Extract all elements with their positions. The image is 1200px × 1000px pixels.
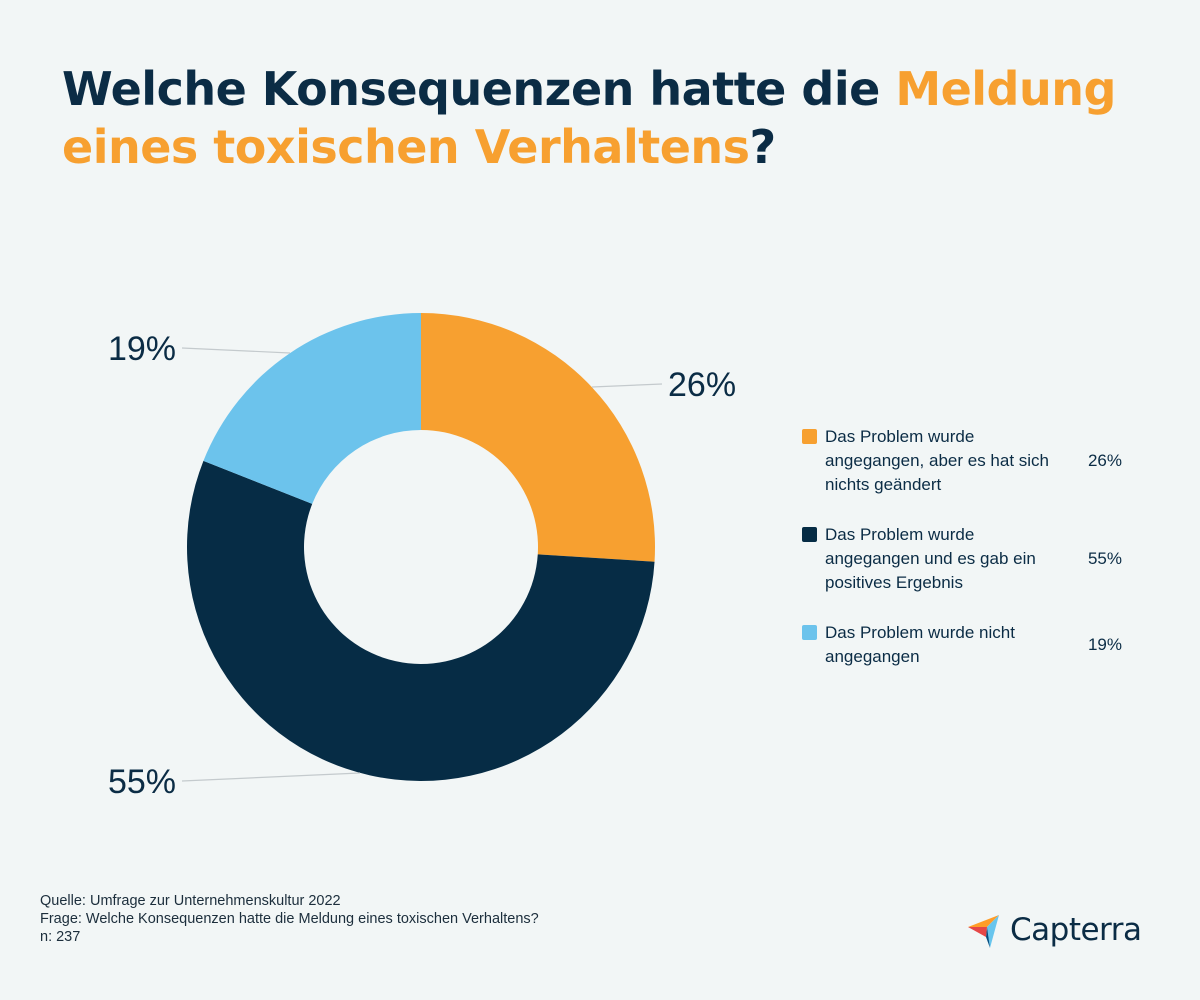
donut-slice-1: [421, 313, 656, 562]
legend-label-3: Das Problem wurde nicht angegangen: [825, 623, 1015, 666]
legend-label-1: Das Problem wurde angegangen, aber es ha…: [825, 427, 1050, 494]
question-note: Frage: Welche Konsequenzen hatte die Mel…: [40, 911, 539, 927]
title-part-3: ?: [749, 120, 777, 174]
capterra-arrow-icon: [968, 915, 999, 948]
title-highlight-2: eines toxischen Verhaltens: [62, 120, 750, 174]
legend-label-2: Das Problem wurde angegangen und es gab …: [825, 525, 1036, 592]
legend-swatch-2: [802, 527, 817, 542]
leader-line-2: [181, 772, 361, 782]
capterra-logo: Capterra: [966, 908, 1142, 952]
legend-item-2: Das Problem wurde angegangen und es gab …: [802, 523, 1122, 595]
slice-value-label-1: 26%: [668, 366, 736, 404]
legend-swatch-1: [802, 429, 817, 444]
title-part-1: Welche Konsequenzen hatte die: [62, 62, 896, 116]
title-highlight-1: Meldung: [895, 62, 1116, 116]
chart-legend: Das Problem wurde angegangen, aber es ha…: [802, 425, 1122, 669]
donut-slice-2: [187, 460, 655, 781]
leader-line-1: [591, 383, 663, 388]
source-note: Quelle: Umfrage zur Unternehmenskultur 2…: [40, 893, 341, 909]
slice-value-label-2: 55%: [108, 763, 176, 801]
leader-line-3: [181, 347, 291, 354]
sample-size-note: n: 237: [40, 929, 81, 945]
legend-item-1: Das Problem wurde angegangen, aber es ha…: [802, 425, 1122, 497]
legend-value-1: 26%: [1087, 451, 1122, 470]
legend-item-3: Das Problem wurde nicht angegangen 19%: [802, 621, 1122, 669]
chart-footer: Quelle: Umfrage zur Unternehmenskultur 2…: [40, 892, 539, 946]
slice-value-label-3: 19%: [108, 330, 176, 368]
capterra-logo-text: Capterra: [1010, 912, 1142, 948]
legend-swatch-3: [802, 625, 817, 640]
donut-slice-3: [203, 313, 421, 504]
page-title: Welche Konsequenzen hatte die Meldung ei…: [62, 60, 1142, 176]
legend-value-3: 19%: [1087, 635, 1122, 654]
legend-value-2: 55%: [1087, 549, 1122, 568]
